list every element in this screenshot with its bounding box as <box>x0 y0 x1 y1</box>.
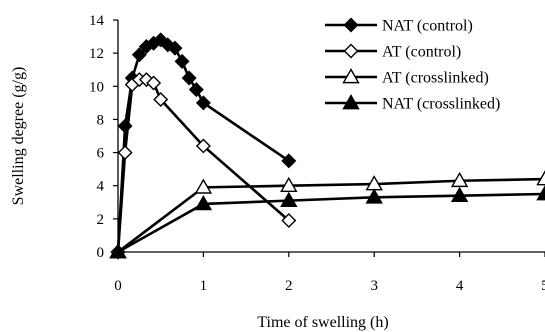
x-tick-label: 2 <box>285 278 293 294</box>
axes <box>117 20 545 253</box>
data-point <box>195 138 211 154</box>
y-tick-label: 2 <box>97 212 105 228</box>
data-point <box>174 53 190 69</box>
data-point <box>536 185 545 201</box>
x-tick-label: 3 <box>370 278 378 294</box>
series-line <box>117 177 545 254</box>
data-point <box>281 213 297 229</box>
x-tick-label: 1 <box>200 278 208 294</box>
data-point <box>146 75 162 91</box>
data-point <box>131 47 147 63</box>
legend: NAT (control) AT (control) AT (crosslinked… <box>325 18 500 113</box>
data-point <box>109 243 127 259</box>
y-tick-label: 6 <box>97 146 105 162</box>
data-point <box>450 186 469 202</box>
data-point <box>194 178 213 194</box>
y-tick-label: 14 <box>89 13 105 29</box>
legend-label: AT (control) <box>382 44 461 61</box>
series-group <box>109 32 545 260</box>
legend-marker <box>343 17 359 33</box>
legend-label: AT (crosslinked) <box>382 70 489 87</box>
data-point <box>280 176 298 193</box>
legend-item: AT (control) <box>325 44 461 61</box>
data-point <box>365 188 383 204</box>
data-point <box>167 40 183 56</box>
data-point <box>188 82 204 98</box>
series-at-crosslinked <box>109 170 545 259</box>
data-point <box>181 70 197 86</box>
data-point <box>536 170 545 186</box>
legend-label: NAT (control) <box>382 18 473 35</box>
x-tick-label: 0 <box>114 278 122 294</box>
legend-marker <box>342 68 360 84</box>
data-point <box>117 145 133 161</box>
x-tick-label: 4 <box>456 278 464 294</box>
y-tick-label: 10 <box>89 79 104 95</box>
y-axis-label: Swelling degree (g/g) <box>10 67 27 206</box>
legend-label: NAT (crosslinked) <box>382 96 500 113</box>
data-point <box>450 171 469 188</box>
y-tick-label: 12 <box>89 46 104 62</box>
legend-item: NAT (crosslinked) <box>325 94 500 113</box>
y-tick-label: 0 <box>97 245 105 261</box>
data-point <box>281 153 297 169</box>
legend-marker <box>342 94 360 110</box>
data-point <box>195 95 211 111</box>
y-tick-label: 8 <box>97 112 105 128</box>
legend-item: NAT (control) <box>325 18 473 35</box>
legend-item: AT (crosslinked) <box>325 68 489 87</box>
series-nat-crosslinked <box>109 185 545 259</box>
series-line <box>117 192 545 254</box>
x-tick-label: 5 <box>541 278 545 294</box>
y-tick-label: 4 <box>97 179 105 195</box>
data-point <box>153 92 169 108</box>
x-axis-label: Time of swelling (h) <box>257 314 388 331</box>
data-point <box>280 191 298 207</box>
data-point <box>194 195 213 211</box>
legend-marker <box>343 43 359 59</box>
